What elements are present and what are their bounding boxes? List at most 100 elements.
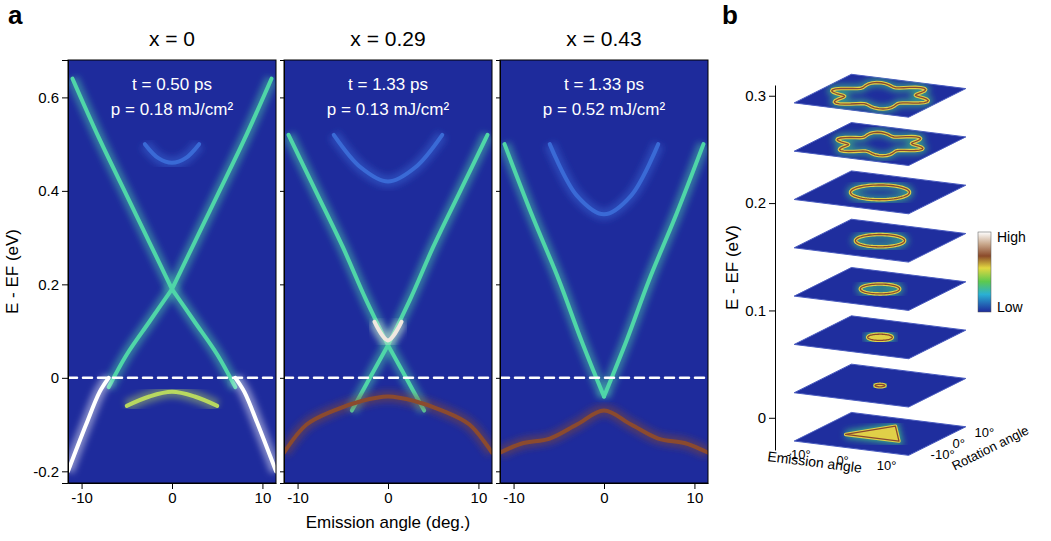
tick-label: 0.3 (745, 87, 766, 104)
panel: -10010x = 0.29t = 1.33 psp = 0.13 mJ/cm²… (280, 27, 493, 532)
tick-label: 10 (471, 489, 488, 506)
tick: 0 (600, 483, 608, 506)
tick-label: 0 (758, 409, 766, 426)
slice (794, 123, 966, 166)
band-glow (374, 322, 401, 341)
plot-frame (500, 60, 708, 483)
fermi-level (500, 377, 708, 380)
feature-core (846, 426, 899, 441)
tick: 10 (471, 483, 488, 506)
tick-mark (496, 97, 500, 98)
band (68, 378, 109, 471)
axis-title: Emission angle (767, 448, 863, 476)
axis-title: E - EF (eV) (723, 225, 742, 310)
tick-mark (769, 418, 775, 419)
tick-mark (62, 284, 68, 285)
tick (280, 284, 284, 285)
annotation: t = 1.33 ps (564, 75, 644, 94)
band (505, 144, 604, 396)
band (374, 322, 401, 341)
annotation: p = 0.52 mJ/cm² (543, 100, 666, 119)
band-glow (550, 144, 659, 214)
tick-mark (496, 284, 500, 285)
tick-mark (62, 378, 68, 379)
slice-feature-group (832, 82, 929, 109)
tick-mark (62, 471, 68, 472)
feature-core (837, 132, 923, 156)
tick: 10 (255, 483, 272, 506)
tick (496, 191, 500, 192)
tick-label: 0 (168, 489, 176, 506)
slice-plane (794, 219, 966, 262)
feature (846, 426, 899, 441)
tick: 0 (168, 483, 176, 506)
tick-label: 0 (51, 369, 59, 386)
axis-title: Rotation angle (949, 423, 1031, 474)
band (604, 144, 703, 396)
tick-label: 0.2 (38, 276, 59, 293)
band (172, 289, 235, 387)
band-glow (235, 378, 276, 471)
feature-glow (868, 334, 893, 340)
axis: -0.200.20.40.6 (33, 61, 68, 484)
plot-background (284, 60, 492, 483)
band-glow (145, 144, 199, 163)
band-glow (388, 135, 487, 345)
axis: 0 0.1 0.2 0.3 (745, 86, 775, 451)
feature (860, 284, 899, 294)
tick-label: 10 (687, 489, 704, 506)
axis-line (496, 61, 501, 484)
tick-label: -10 (287, 489, 309, 506)
annotation: p = 0.13 mJ/cm² (327, 100, 450, 119)
feature-glow (846, 426, 899, 441)
slice-feature-group (846, 426, 899, 441)
tick-mark (280, 97, 284, 98)
colorbar (978, 232, 991, 312)
fermi-level (68, 377, 276, 380)
slice-feature-group (868, 334, 893, 340)
feature-core (855, 235, 904, 247)
axis (280, 61, 285, 484)
axis-title: Emission angle (deg.) (306, 513, 470, 532)
tick: 0.2 (38, 276, 68, 293)
band (235, 378, 276, 471)
tick-label: 0° (953, 436, 965, 451)
tick-label: 0 (384, 489, 392, 506)
tick-mark (769, 96, 775, 97)
feature (868, 334, 893, 340)
feature-glow (850, 185, 909, 200)
slice (794, 268, 966, 311)
slice-feature-group (837, 132, 923, 156)
feature (832, 82, 929, 109)
tick-mark (496, 471, 500, 472)
slice-plane (794, 123, 966, 166)
tick-label: 10° (877, 458, 897, 473)
figure: -10010-0.200.20.40.6x = 0t = 0.50 psp = … (0, 0, 1051, 541)
tick-label: -0.2 (33, 463, 59, 480)
tick-label: 0.2 (745, 194, 766, 211)
panel: -10010-0.200.20.40.6x = 0t = 0.50 psp = … (3, 0, 277, 506)
band (334, 135, 443, 182)
tick-mark (280, 471, 284, 472)
tick: 0 (384, 483, 392, 506)
panel-letter: b (722, 0, 738, 30)
band (500, 411, 708, 453)
tick-label: 0.1 (745, 302, 766, 319)
feature-core (850, 185, 909, 200)
axis-line (280, 61, 285, 484)
tick (496, 284, 500, 285)
band (388, 135, 487, 345)
axis-title: E - EF (eV) (3, 229, 22, 314)
tick-label: 0.6 (38, 89, 59, 106)
tick-mark (496, 191, 500, 192)
axis-line (775, 86, 776, 451)
tick-mark (62, 97, 68, 98)
tick-mark (280, 378, 284, 379)
slice-plane (794, 268, 966, 311)
band (284, 397, 492, 453)
feature-glow (860, 284, 899, 294)
band (289, 135, 388, 345)
band-glow (334, 135, 443, 182)
slice-feature-group (860, 284, 899, 294)
tick: 0.1 (745, 302, 775, 319)
